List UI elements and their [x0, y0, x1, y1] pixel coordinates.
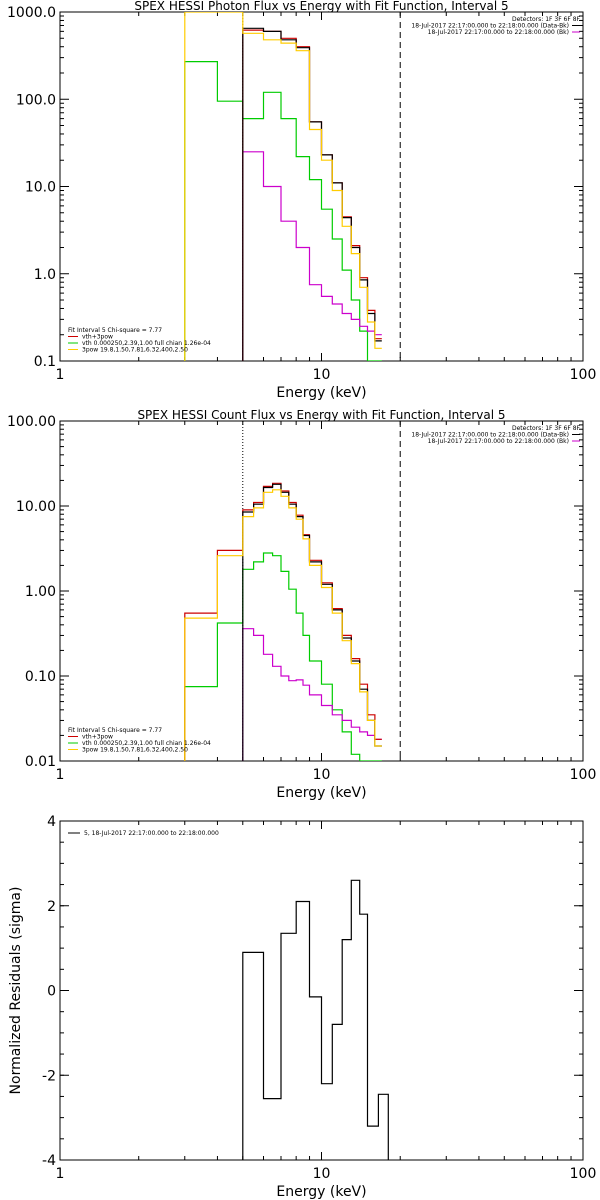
y-tick-label: 10.00: [16, 499, 56, 515]
x-tick-label: 10: [313, 1166, 331, 1182]
fit-legend-entry: Fit Interval 5 Chi-square = 7.77: [68, 327, 162, 334]
series-data-bk-line: [242, 483, 382, 761]
info-legend-entry: 18-Jul-2017 22:17:00.000 to 22:18:00.000…: [411, 432, 569, 439]
y-tick-label: 10.0: [25, 180, 56, 196]
x-axis-label: Energy (keV): [276, 785, 366, 801]
y-axis-label: Normalized Residuals (sigma): [8, 887, 24, 1095]
fit-legend-entry: vth+3pow: [82, 734, 113, 741]
count-flux-panel: SPEX HESSI Count Flux vs Energy with Fit…: [7, 408, 596, 801]
fit-legend-entry: vth 0.000250,2.39,1.00 full chian 1.26e-…: [82, 340, 211, 347]
series-3pow-line: [184, 489, 382, 761]
y-tick-label: 0.10: [25, 669, 56, 685]
residuals-panel: 1 10 100 Energy (keV) -4 -2 0 2 4 Normalized Resi…: [8, 814, 596, 1200]
x-axis-label: Energy (keV): [276, 1184, 366, 1200]
x-tick-label: 100: [570, 1166, 597, 1182]
y-tick-label: 1000.0: [7, 5, 56, 21]
fit-legend-entry: 3pow 19.8,1.50,7.81,6.32,400,2.50: [82, 347, 188, 354]
y-tick-label: 0.01: [25, 754, 56, 770]
x-tick-label: 10: [313, 767, 331, 783]
series-bk-line: [242, 151, 382, 361]
fit-legend-entry: vth 0.000250,2.39,1.00 full chian 1.26e-…: [82, 740, 211, 747]
y-tick-label: 100.00: [7, 414, 56, 430]
y-tick-label: 4: [47, 814, 56, 830]
x-tick-label: 10: [313, 367, 331, 383]
info-legend-entry: 18-Jul-2017 22:17:00.000 to 22:18:00.000…: [428, 438, 569, 445]
photon-flux-panel: SPEX HESSI Photon Flux vs Energy with Fi…: [7, 0, 596, 401]
info-legend-entry: 18-Jul-2017 22:17:00.000 to 22:18:00.000…: [411, 23, 569, 30]
x-axis-label: Energy (keV): [276, 385, 366, 401]
x-tick-label: 1: [56, 1166, 65, 1182]
y-tick-label: 1.00: [25, 584, 56, 600]
y-tick-label: 2: [47, 899, 56, 915]
y-tick-label: 0: [47, 984, 56, 1000]
info-legend-entry: Detectors: 1F 3F 6F 8F: [512, 425, 581, 432]
y-tick-label: 100.0: [16, 92, 56, 108]
fit-legend-entry: vth+3pow: [82, 334, 113, 341]
x-tick-label: 1: [56, 767, 65, 783]
series-3pow-line: [184, 12, 382, 361]
plot-frame: [59, 420, 584, 762]
x-tick-label: 100: [570, 767, 597, 783]
chart-title: SPEX HESSI Photon Flux vs Energy with Fi…: [134, 0, 508, 13]
plot-frame: [59, 820, 584, 1161]
y-tick-label: 0.1: [34, 354, 56, 370]
info-legend-entry: Detectors: 1F 3F 6F 8F: [512, 16, 581, 23]
chart-title: SPEX HESSI Count Flux vs Energy with Fit…: [137, 408, 505, 422]
series-bk-line: [242, 628, 382, 761]
series-vth-3pow-line: [184, 482, 382, 761]
fit-legend-entry: Fit Interval 5 Chi-square = 7.77: [68, 727, 162, 734]
x-tick-label: 100: [570, 367, 597, 383]
series-vth-3pow-line: [242, 29, 382, 361]
y-tick-label: 1.0: [34, 267, 56, 283]
series-residuals-line: [242, 879, 389, 1160]
y-tick-label: -4: [42, 1153, 56, 1169]
series-vth-line: [184, 552, 382, 761]
series-vth-line: [184, 61, 382, 361]
series-data-bk-line: [242, 27, 382, 361]
y-tick-label: -2: [42, 1068, 56, 1084]
x-tick-label: 1: [56, 367, 65, 383]
info-legend-entry: 5, 18-Jul-2017 22:17:00.000 to 22:18:00.…: [84, 830, 219, 837]
fit-legend-entry: 3pow 19.8,1.50,7.81,6.32,400,2.50: [82, 747, 188, 754]
info-legend-entry: 18-Jul-2017 22:17:00.000 to 22:18:00.000…: [428, 29, 569, 36]
